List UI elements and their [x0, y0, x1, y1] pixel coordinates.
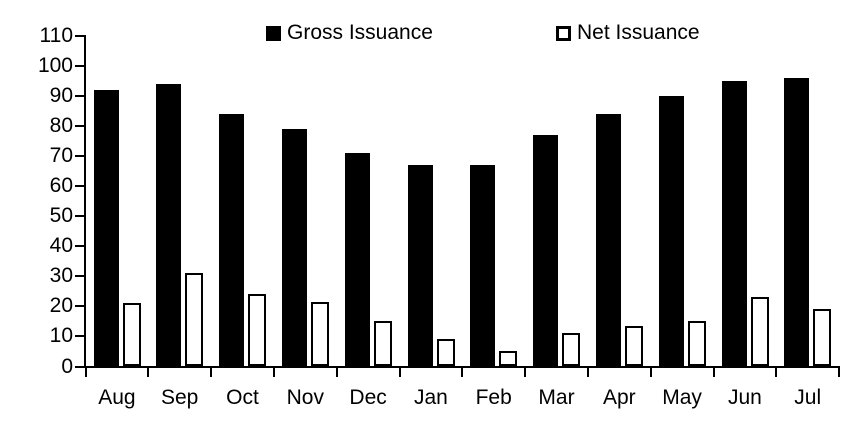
y-axis-line	[84, 34, 86, 368]
gross-bar	[281, 128, 307, 367]
y-tick-label: 110	[39, 23, 73, 47]
x-tick-label: Jun	[727, 386, 762, 409]
y-tick-mark	[74, 184, 85, 187]
net-bar	[373, 321, 392, 367]
x-tick-mark	[775, 366, 778, 377]
y-tick-mark	[74, 34, 85, 37]
x-tick-mark	[398, 366, 401, 377]
chart-legend: Gross Issuance Net Issuance	[0, 22, 852, 46]
y-tick-mark	[74, 215, 85, 218]
gross-bar	[219, 113, 245, 367]
y-tick-label: 90	[49, 83, 73, 107]
legend-item-gross-issuance: Gross Issuance	[266, 22, 433, 44]
y-tick-label: 40	[49, 234, 73, 258]
y-tick-mark	[74, 64, 85, 67]
gross-bar	[344, 152, 370, 367]
y-tick-label: 10	[49, 324, 73, 348]
x-tick-mark	[649, 366, 652, 377]
gross-bar	[784, 77, 810, 367]
y-tick-label: 80	[49, 113, 73, 137]
y-tick-label: 20	[49, 294, 73, 318]
gross-issuance-swatch-icon	[266, 25, 281, 41]
x-tick-mark	[272, 366, 275, 377]
y-tick-label: 60	[49, 173, 73, 197]
x-tick-label: Sep	[161, 386, 199, 409]
x-tick-label: Jul	[794, 386, 822, 409]
net-bar	[248, 294, 267, 367]
x-tick-mark	[84, 366, 87, 377]
gross-bar	[407, 164, 433, 367]
legend-item-net-issuance: Net Issuance	[556, 22, 700, 44]
x-tick-mark	[586, 366, 589, 377]
y-tick-mark	[74, 245, 85, 248]
net-bar	[813, 309, 832, 367]
x-tick-label: Dec	[349, 386, 387, 409]
y-tick-mark	[74, 305, 85, 308]
x-tick-mark	[461, 366, 464, 377]
net-bar	[750, 297, 769, 367]
x-tick-mark	[838, 366, 841, 377]
gross-bar	[721, 80, 747, 367]
x-tick-label: Apr	[602, 386, 636, 409]
x-tick-label: May	[662, 386, 702, 409]
legend-label-net-issuance: Net Issuance	[577, 21, 700, 44]
gross-bar	[156, 83, 182, 367]
x-tick-mark	[712, 366, 715, 377]
y-tick-mark	[74, 124, 85, 127]
x-tick-label: Jan	[413, 386, 448, 409]
y-tick-mark	[74, 154, 85, 157]
y-tick-mark	[74, 335, 85, 338]
y-tick-mark	[74, 94, 85, 97]
net-issuance-swatch-icon	[556, 25, 571, 41]
gross-bar	[658, 95, 684, 367]
gross-bar	[533, 134, 559, 367]
gross-bar	[93, 89, 119, 367]
x-tick-mark	[147, 366, 150, 377]
net-bar	[310, 301, 329, 367]
legend-label-gross-issuance: Gross Issuance	[287, 21, 433, 44]
x-tick-label: Mar	[538, 386, 575, 409]
x-tick-mark	[524, 366, 527, 377]
x-tick-label: Nov	[286, 386, 324, 409]
y-tick-mark	[74, 365, 85, 368]
x-tick-label: Aug	[98, 386, 136, 409]
x-tick-mark	[210, 366, 213, 377]
net-bar	[562, 333, 581, 367]
y-tick-label: 30	[49, 264, 73, 288]
gross-bar	[595, 113, 621, 367]
net-bar	[436, 339, 455, 367]
net-bar	[687, 321, 706, 367]
y-tick-label: 0	[61, 354, 73, 378]
y-tick-label: 50	[49, 204, 73, 228]
net-bar	[624, 325, 643, 367]
y-tick-label: 100	[37, 53, 73, 77]
y-tick-label: 70	[49, 143, 73, 167]
y-tick-mark	[74, 275, 85, 278]
gross-bar	[470, 164, 496, 367]
net-bar	[122, 303, 141, 367]
net-bar	[185, 273, 204, 367]
x-tick-label: Feb	[475, 386, 512, 409]
x-tick-label: Oct	[226, 386, 259, 409]
x-tick-mark	[335, 366, 338, 377]
net-bar	[499, 351, 518, 367]
